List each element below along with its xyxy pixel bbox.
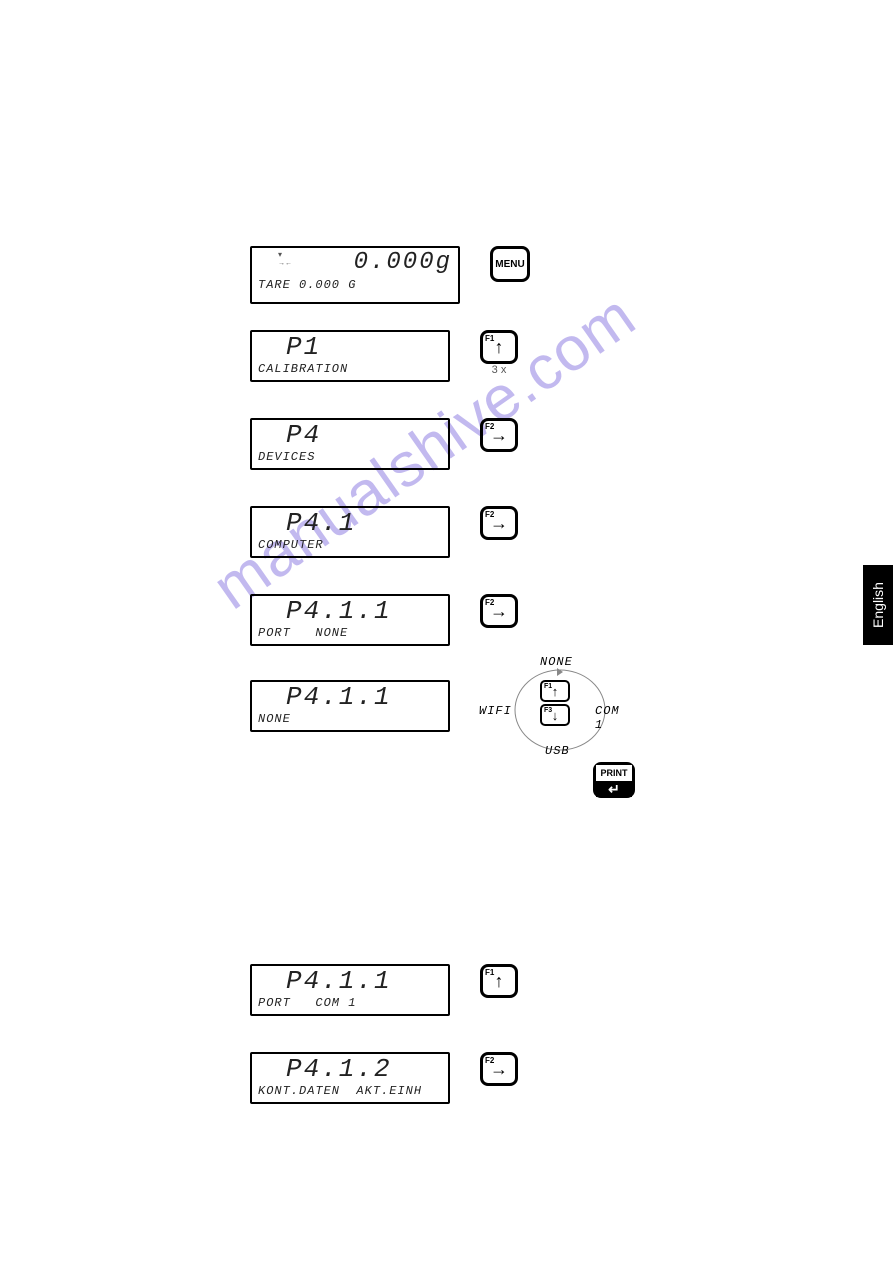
lcd-sub-value: CALIBRATION [258, 362, 442, 376]
down-arrow-icon: ↓ [552, 709, 559, 722]
lcd-display: P4.1 COMPUTER [250, 506, 450, 558]
fkey-label: F2 [485, 1056, 494, 1065]
lcd-main-value: P4.1.1 [258, 598, 442, 626]
f2-right-button[interactable]: F2 → [480, 418, 518, 452]
lcd-display: P4.1.1 PORT COM 1 [250, 964, 450, 1016]
step-row-3: P4 DEVICES F2 → [250, 418, 518, 470]
step-row-7: P4.1.1 PORT COM 1 F1 ↑ [250, 964, 518, 1016]
enter-icon: ↵ [596, 783, 632, 797]
option-cycle-diagram: NONE COM 1 USB WIFI F1 ↑ F3 ↓ PRINT ↵ [475, 650, 635, 760]
cycle-option-usb: USB [545, 744, 570, 758]
up-arrow-icon: ↑ [552, 685, 559, 698]
print-enter-button[interactable]: PRINT ↵ [593, 762, 635, 798]
lcd-main-value: P4.1.1 [258, 968, 442, 996]
cycle-option-com1: COM 1 [595, 704, 635, 732]
lcd-display: P4 DEVICES [250, 418, 450, 470]
step-row-2: P1 CALIBRATION F1 ↑ 3 x [250, 330, 518, 382]
menu-button[interactable]: MENU [490, 246, 530, 282]
lcd-sub-value: TARE 0.000 G [258, 278, 452, 292]
lcd-main-value: P4.1.1 [258, 684, 442, 712]
step-row-5: P4.1.1 PORT NONE F2 → [250, 594, 518, 646]
up-arrow-icon: ↑ [495, 338, 504, 356]
step-row-4: P4.1 COMPUTER F2 → [250, 506, 518, 558]
lcd-display: ▾ →← 0.000g TARE 0.000 G [250, 246, 460, 304]
lcd-sub-value: PORT NONE [258, 626, 442, 640]
lcd-sub-value: COMPUTER [258, 538, 442, 552]
lcd-main-value: P4 [258, 422, 442, 450]
lcd-display: P4.1.1 NONE [250, 680, 450, 732]
press-count-note: 3 x [480, 364, 518, 376]
f3-down-button[interactable]: F3 ↓ [540, 704, 570, 726]
lcd-sub-value: KONT.DATEN AKT.EINH [258, 1084, 442, 1098]
fkey-label: F2 [485, 422, 494, 431]
lcd-sub-value: PORT COM 1 [258, 996, 442, 1010]
fkey-label: F2 [485, 510, 494, 519]
f1-up-button[interactable]: F1 ↑ [480, 964, 518, 998]
step-row-1: ▾ →← 0.000g TARE 0.000 G MENU [250, 246, 530, 304]
language-tab: English [863, 565, 893, 645]
lcd-indicator-icon: ▾ [278, 250, 282, 259]
up-arrow-icon: ↑ [495, 972, 504, 990]
lcd-display: P4.1.1 PORT NONE [250, 594, 450, 646]
f1-up-button[interactable]: F1 ↑ [480, 330, 518, 364]
cycle-option-wifi: WIFI [479, 704, 512, 718]
step-row-8: P4.1.2 KONT.DATEN AKT.EINH F2 → [250, 1052, 518, 1104]
fkey-label: F1 [544, 683, 552, 690]
menu-button-label: MENU [495, 259, 524, 270]
lcd-main-value: P1 [258, 334, 442, 362]
cycle-option-none: NONE [540, 655, 573, 669]
fkey-label: F3 [544, 707, 552, 714]
fkey-label: F1 [485, 334, 494, 343]
lcd-arrow-icon: →← [278, 260, 292, 267]
lcd-main-value: P4.1 [258, 510, 442, 538]
lcd-display: P1 CALIBRATION [250, 330, 450, 382]
fkey-label: F2 [485, 598, 494, 607]
language-tab-label: English [870, 582, 886, 628]
f1-up-button[interactable]: F1 ↑ [540, 680, 570, 702]
fkey-label: F1 [485, 968, 494, 977]
lcd-sub-value: DEVICES [258, 450, 442, 464]
lcd-sub-value: NONE [258, 712, 442, 726]
f2-right-button[interactable]: F2 → [480, 594, 518, 628]
lcd-main-value: P4.1.2 [258, 1056, 442, 1084]
lcd-display: P4.1.2 KONT.DATEN AKT.EINH [250, 1052, 450, 1104]
step-row-6: P4.1.1 NONE [250, 680, 465, 732]
f2-right-button[interactable]: F2 → [480, 1052, 518, 1086]
f2-right-button[interactable]: F2 → [480, 506, 518, 540]
